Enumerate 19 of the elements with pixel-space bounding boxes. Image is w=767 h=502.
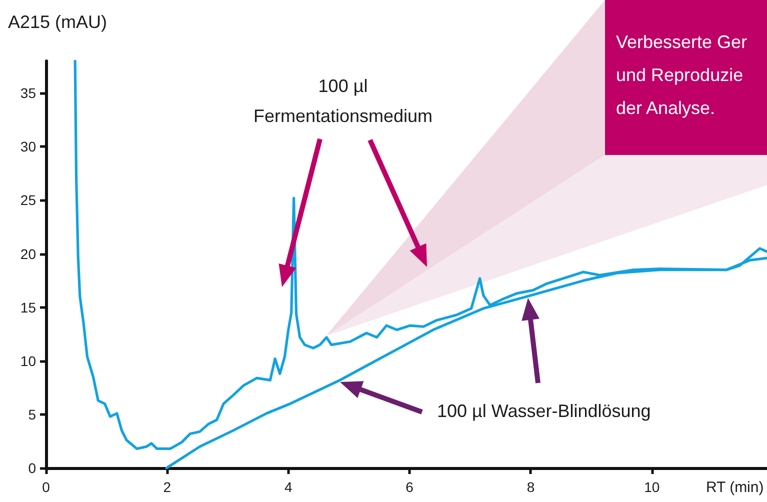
x-tick-label: 6 bbox=[406, 479, 414, 495]
y-tick-label: 5 bbox=[28, 406, 36, 422]
y-tick-label: 35 bbox=[20, 85, 36, 102]
y-tick-label: 30 bbox=[20, 138, 36, 155]
annotation: 100 µl Wasser-Blindlösung bbox=[437, 401, 651, 421]
y-tick-label: 20 bbox=[20, 246, 36, 262]
y-axis-title: A215 (mAU) bbox=[8, 12, 108, 32]
annotation: Verbesserte Ger und Reproduzie der Analyse. bbox=[616, 32, 748, 118]
x-tick-label: 8 bbox=[526, 479, 535, 495]
x-tick-label: 2 bbox=[163, 479, 172, 495]
annotation: 100 µl Fermentationsmedium bbox=[253, 76, 433, 126]
y-tick-label: 25 bbox=[20, 192, 36, 208]
x-tick-label: 4 bbox=[284, 479, 292, 495]
x-tick-label: 10 bbox=[644, 479, 660, 495]
x-tick-label: 0 bbox=[42, 479, 50, 495]
y-tick-label: 15 bbox=[20, 299, 36, 316]
x-axis-title: RT (min) bbox=[706, 479, 764, 496]
y-tick-label: 10 bbox=[20, 352, 36, 369]
y-tick-label: 0 bbox=[28, 460, 36, 476]
